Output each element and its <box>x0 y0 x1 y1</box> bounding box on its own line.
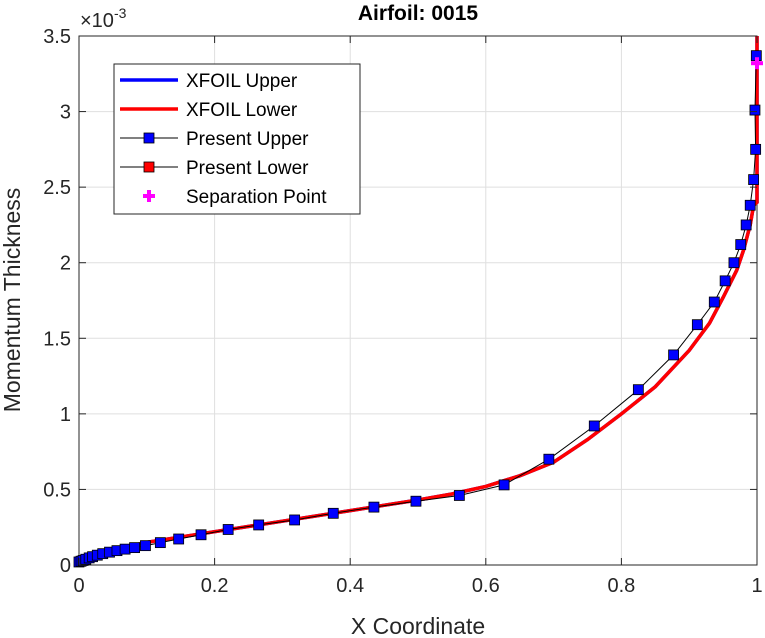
present-upper-marker <box>173 533 185 545</box>
legend-box <box>113 63 361 215</box>
legend-swatch-marker <box>143 132 155 144</box>
present-upper-marker <box>119 543 131 555</box>
series-layer <box>73 36 763 568</box>
legend-label: Present Upper <box>186 129 309 150</box>
present-upper-marker <box>744 199 756 211</box>
present-upper-marker <box>453 490 465 501</box>
y-tick-label: 1.5 <box>43 328 71 350</box>
legend-label: XFOIL Upper <box>186 71 298 92</box>
present-upper-marker <box>154 537 166 549</box>
present-upper-marker <box>195 529 207 541</box>
legend-entry: XFOIL Lower <box>120 100 298 121</box>
tick-labels: 0 0.2 0.4 0.6 0.8 1 0 0.5 1 1.5 2 2.5 3 3.5 <box>43 26 762 597</box>
present-upper-marker <box>129 542 140 554</box>
present-upper-marker <box>410 495 422 507</box>
y-tick-label: 2 <box>60 253 71 275</box>
legend-label: Separation Point <box>186 187 327 208</box>
svg-text:×10-3: ×10-3 <box>80 5 127 32</box>
present-upper-marker <box>749 104 761 116</box>
y-tick-label: 1 <box>60 404 71 426</box>
y-tick-label: 3 <box>60 102 71 124</box>
legend: XFOIL Upper XFOIL Lower Present Upper Prese… <box>113 63 361 215</box>
present-upper-marker <box>498 479 510 491</box>
present-upper-marker <box>708 296 720 308</box>
present-upper-marker <box>719 275 731 287</box>
x-tick-label: 1 <box>751 575 762 597</box>
y-tick-label: 2.5 <box>43 177 71 199</box>
x-tick-label: 0.6 <box>472 575 500 597</box>
x-tick-label: 0.8 <box>607 575 635 597</box>
present-upper-marker <box>289 514 301 526</box>
separation-point-marker <box>751 57 763 70</box>
legend-entry: Separation Point <box>143 187 327 208</box>
present-upper-marker <box>222 524 234 535</box>
legend-entry: Present Upper <box>120 129 309 150</box>
present-upper-marker <box>735 239 747 250</box>
present-upper-marker <box>632 384 644 396</box>
present-upper-marker <box>728 257 740 269</box>
legend-label: XFOIL Lower <box>186 100 298 121</box>
present-upper-marker <box>588 420 600 432</box>
y-tick-label: 3.5 <box>43 26 71 48</box>
legend-swatch-marker <box>147 190 151 202</box>
present-upper-marker <box>543 453 555 465</box>
x-tick-label: 0 <box>73 575 84 597</box>
axes-box <box>78 35 758 566</box>
present-upper-marker <box>140 540 151 552</box>
present-upper-marker <box>740 219 752 231</box>
x-axis-label: X Coordinate <box>351 613 485 638</box>
x-tick-label: 0.2 <box>201 575 229 597</box>
plot-area-frame <box>78 35 758 566</box>
legend-swatch-marker <box>143 161 155 173</box>
present-upper-marker <box>750 143 762 155</box>
y-exponent-power: -3 <box>114 5 127 21</box>
y-tick-label: 0 <box>60 555 71 577</box>
present-upper-marker <box>368 501 380 513</box>
y-exponent-base: ×10 <box>80 10 114 32</box>
present-upper-marker <box>327 507 339 519</box>
present-upper-marker <box>748 174 760 185</box>
chart-title: Airfoil: 0015 <box>358 2 479 25</box>
legend-entry: Present Lower <box>120 158 309 179</box>
x-tick-label: 0.4 <box>336 575 364 597</box>
y-axis-label: Momentum Thickness <box>0 188 25 413</box>
present-upper-marker <box>253 519 265 531</box>
legend-entry: XFOIL Upper <box>120 71 298 92</box>
present-upper-marker <box>691 319 703 331</box>
present-upper-marker <box>668 349 680 361</box>
y-tick-label: 0.5 <box>43 479 71 501</box>
legend-label: Present Lower <box>186 158 309 179</box>
y-exponent: ×10-3 <box>80 5 127 32</box>
